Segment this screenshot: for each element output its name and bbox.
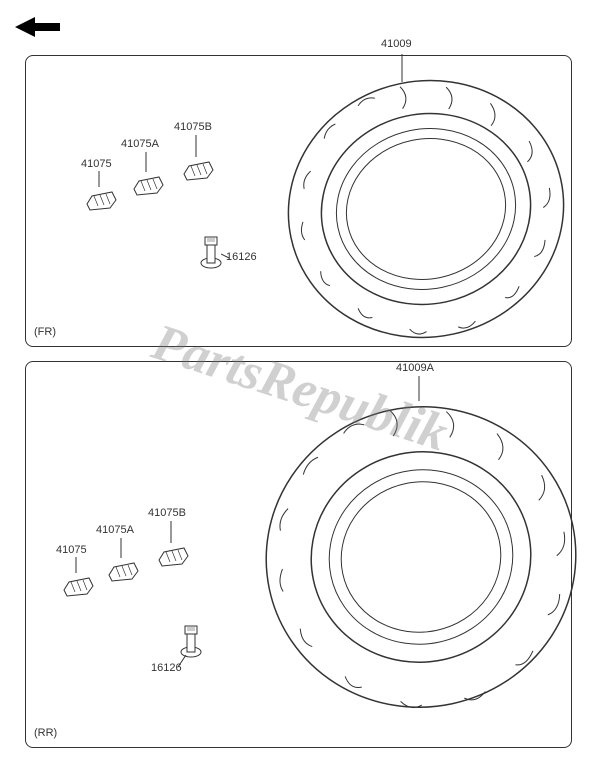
weight-rr-2 — [106, 557, 141, 582]
panel-fr-label: (FR) — [34, 326, 56, 338]
valve-rr-ref: 16126 — [151, 662, 182, 674]
weight-fr-3 — [181, 156, 216, 181]
tire-fr — [281, 74, 571, 344]
weight-fr-2-ref: 41075A — [121, 138, 159, 150]
weight-fr-2 — [131, 171, 166, 196]
weight-rr-2-ref: 41075A — [96, 524, 134, 536]
back-arrow-icon — [15, 15, 65, 45]
leader-w2-fr — [141, 152, 151, 174]
weight-rr-1 — [61, 572, 96, 597]
diagram-container: (FR) — [0, 0, 600, 775]
weight-fr-3-ref: 41075B — [174, 121, 212, 133]
leader-w2-rr — [116, 538, 126, 560]
weight-rr-3 — [156, 542, 191, 567]
panel-rr: (RR) — [25, 361, 572, 748]
panel-fr: (FR) — [25, 55, 572, 347]
valve-rr — [176, 620, 206, 660]
weight-rr-1-ref: 41075 — [56, 544, 87, 556]
leader-w3-fr — [191, 135, 201, 159]
panel-rr-label: (RR) — [34, 727, 57, 739]
leader-tire-fr — [394, 54, 414, 89]
tire-fr-ref: 41009 — [381, 38, 412, 50]
leader-w1-rr — [71, 557, 81, 575]
leader-valve-fr — [221, 252, 233, 264]
leader-w3-rr — [166, 521, 176, 545]
tire-rr-ref: 41009A — [396, 362, 434, 374]
tire-rr — [261, 392, 581, 722]
valve-fr — [196, 231, 226, 271]
leader-valve-rr — [178, 655, 190, 669]
leader-w1-fr — [94, 171, 104, 191]
weight-rr-3-ref: 41075B — [148, 507, 186, 519]
leader-tire-rr — [411, 376, 431, 406]
weight-fr-1-ref: 41075 — [81, 158, 112, 170]
